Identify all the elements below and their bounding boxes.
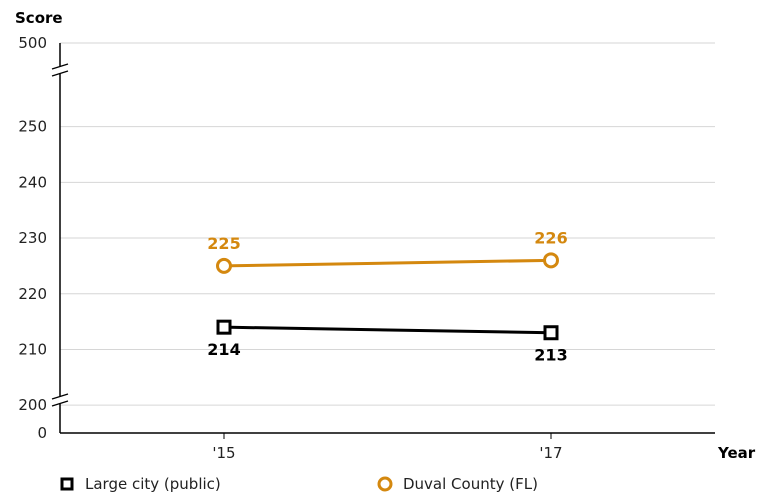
legend-circle-icon [377,476,393,492]
y-axis-title: Score [15,9,63,27]
legend-square-icon [60,477,74,491]
data-point-square [543,325,559,341]
axis-break-mark [51,70,69,77]
x-tick-label: '15 [212,444,235,462]
x-axis-title: Year [717,444,756,462]
y-tick-label: 230 [18,229,47,247]
y-tick-label: 200 [18,396,47,414]
data-point-circle [543,252,559,269]
y-tick-label: 240 [18,173,47,191]
legend: Large city (public) Duval County (FL) [60,475,538,493]
gridlines [60,42,715,406]
x-axis-ticks: '15 '17 [212,433,563,462]
axis-break-mark [51,400,69,407]
axis-break-mark [51,393,69,400]
series-layer: 214 213 225 226 [207,228,567,364]
legend-label: Large city (public) [85,475,221,493]
data-point-circle [216,257,232,274]
y-tick-label: 0 [37,424,47,442]
series-line [223,325,552,335]
axis-break-mark [51,63,69,70]
series-line [223,258,552,268]
y-tick-label: 250 [18,118,47,136]
data-point-square [216,319,232,335]
data-label: 225 [207,234,240,253]
y-tick-label: 210 [18,340,47,358]
x-tick-label: '17 [539,444,562,462]
axis-break-gap [55,66,65,74]
data-label: 226 [534,228,567,247]
data-label: 213 [534,346,567,365]
y-tick-label: 220 [18,285,47,303]
y-axis-ticks: 0 200 210 220 230 240 250 500 [18,34,47,442]
data-label: 214 [207,340,240,359]
axes [51,43,715,434]
legend-label: Duval County (FL) [403,475,538,493]
axis-break-gap [55,396,65,404]
y-tick-label: 500 [18,34,47,52]
